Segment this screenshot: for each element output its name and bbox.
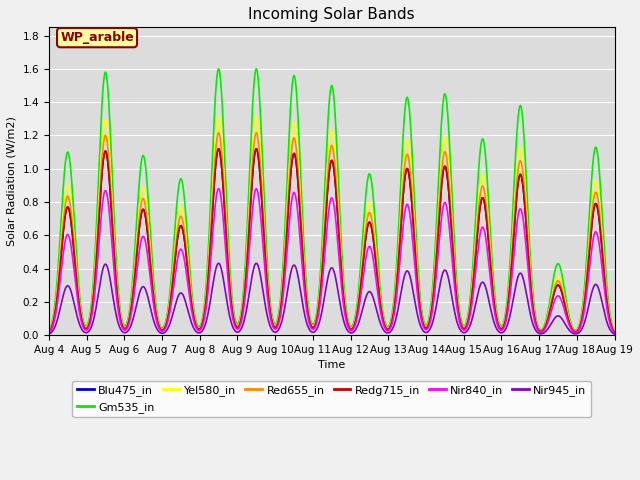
Line: Nir945_in: Nir945_in <box>49 264 614 334</box>
Red655_in <box>552 280 560 286</box>
Blu475_in <box>611 330 618 336</box>
Yel580_in <box>609 327 617 333</box>
Nir945_in <box>215 261 223 266</box>
Gm535_in <box>603 283 611 289</box>
Nir945_in <box>609 331 617 336</box>
Gm535_in <box>215 66 223 72</box>
Blu475_in <box>609 328 617 334</box>
Redg715_in <box>406 179 414 185</box>
Nir840_in <box>215 186 223 192</box>
Nir840_in <box>537 329 545 335</box>
Redg715_in <box>215 146 223 152</box>
Red655_in <box>537 328 545 334</box>
Nir945_in <box>552 313 560 319</box>
Gm535_in <box>609 326 617 332</box>
Gm535_in <box>45 328 52 334</box>
Nir840_in <box>406 212 414 217</box>
Redg715_in <box>300 261 307 266</box>
Gm535_in <box>611 328 618 334</box>
Redg715_in <box>45 330 52 336</box>
Nir840_in <box>300 276 307 282</box>
Redg715_in <box>537 329 545 335</box>
Nir945_in <box>603 319 611 325</box>
Yel580_in <box>611 329 618 335</box>
Yel580_in <box>537 328 545 334</box>
Blu475_in <box>406 179 414 185</box>
Yel580_in <box>552 276 560 281</box>
Red655_in <box>603 295 611 301</box>
Yel580_in <box>215 114 223 120</box>
Blu475_in <box>537 329 545 335</box>
Redg715_in <box>552 284 560 290</box>
Nir840_in <box>603 305 611 311</box>
Text: WP_arable: WP_arable <box>60 31 134 44</box>
Nir840_in <box>611 330 618 336</box>
Red655_in <box>45 329 52 335</box>
Nir945_in <box>45 331 52 337</box>
Gm535_in <box>300 230 307 236</box>
Y-axis label: Solar Radiation (W/m2): Solar Radiation (W/m2) <box>7 116 17 246</box>
Title: Incoming Solar Bands: Incoming Solar Bands <box>248 7 415 22</box>
Redg715_in <box>609 328 617 334</box>
Blu475_in <box>45 330 52 336</box>
X-axis label: Time: Time <box>318 360 346 371</box>
Nir945_in <box>611 331 618 337</box>
Blu475_in <box>300 261 307 266</box>
Yel580_in <box>45 329 52 335</box>
Yel580_in <box>603 292 611 298</box>
Blu475_in <box>603 298 611 304</box>
Line: Nir840_in: Nir840_in <box>49 189 614 333</box>
Blu475_in <box>215 146 223 152</box>
Line: Blu475_in: Blu475_in <box>49 149 614 333</box>
Line: Red655_in: Red655_in <box>49 133 614 332</box>
Nir840_in <box>45 330 52 336</box>
Redg715_in <box>603 298 611 304</box>
Yel580_in <box>300 248 307 254</box>
Redg715_in <box>611 330 618 336</box>
Gm535_in <box>552 263 560 269</box>
Red655_in <box>300 254 307 260</box>
Nir945_in <box>406 273 414 279</box>
Red655_in <box>215 130 223 136</box>
Red655_in <box>611 329 618 335</box>
Nir945_in <box>537 331 545 336</box>
Legend: Blu475_in, Gm535_in, Yel580_in, Red655_in, Redg715_in, Nir840_in, Nir945_in: Blu475_in, Gm535_in, Yel580_in, Red655_i… <box>72 381 591 417</box>
Line: Gm535_in: Gm535_in <box>49 69 614 331</box>
Line: Yel580_in: Yel580_in <box>49 117 614 332</box>
Gm535_in <box>406 113 414 119</box>
Yel580_in <box>406 153 414 158</box>
Blu475_in <box>552 284 560 290</box>
Line: Redg715_in: Redg715_in <box>49 149 614 333</box>
Red655_in <box>609 327 617 333</box>
Nir945_in <box>300 305 307 311</box>
Nir840_in <box>552 294 560 300</box>
Gm535_in <box>537 327 545 333</box>
Nir840_in <box>609 329 617 335</box>
Red655_in <box>406 166 414 172</box>
